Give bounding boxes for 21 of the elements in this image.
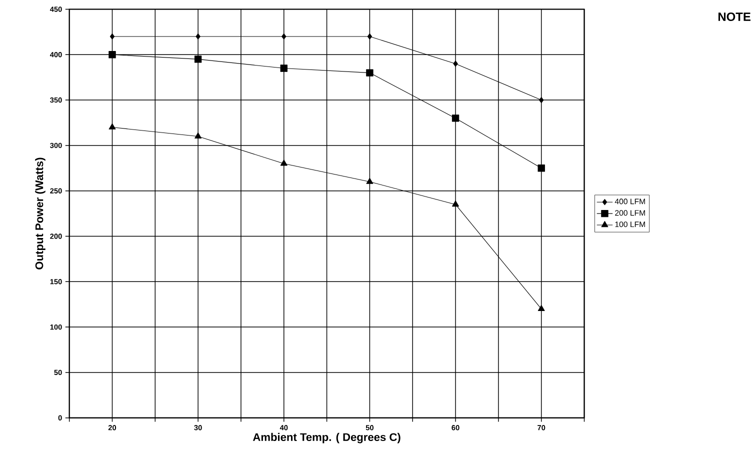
point — [110, 33, 115, 40]
point — [453, 60, 458, 67]
point — [366, 69, 374, 76]
point — [452, 200, 459, 207]
point — [366, 178, 374, 184]
point — [280, 160, 288, 166]
text: NOTE — [718, 12, 750, 21]
point — [194, 56, 202, 63]
point — [538, 304, 545, 311]
point — [367, 33, 372, 40]
point — [196, 33, 200, 40]
point — [280, 64, 288, 72]
point — [282, 33, 286, 40]
point — [539, 96, 544, 104]
point — [108, 50, 116, 58]
point — [452, 114, 460, 122]
y-axis-title: Output Power (Watts) — [35, 158, 46, 270]
x-axis-title: Ambient Temp. ( Degrees C) — [252, 432, 400, 444]
point — [538, 164, 545, 172]
point — [108, 123, 116, 130]
point — [194, 132, 202, 138]
